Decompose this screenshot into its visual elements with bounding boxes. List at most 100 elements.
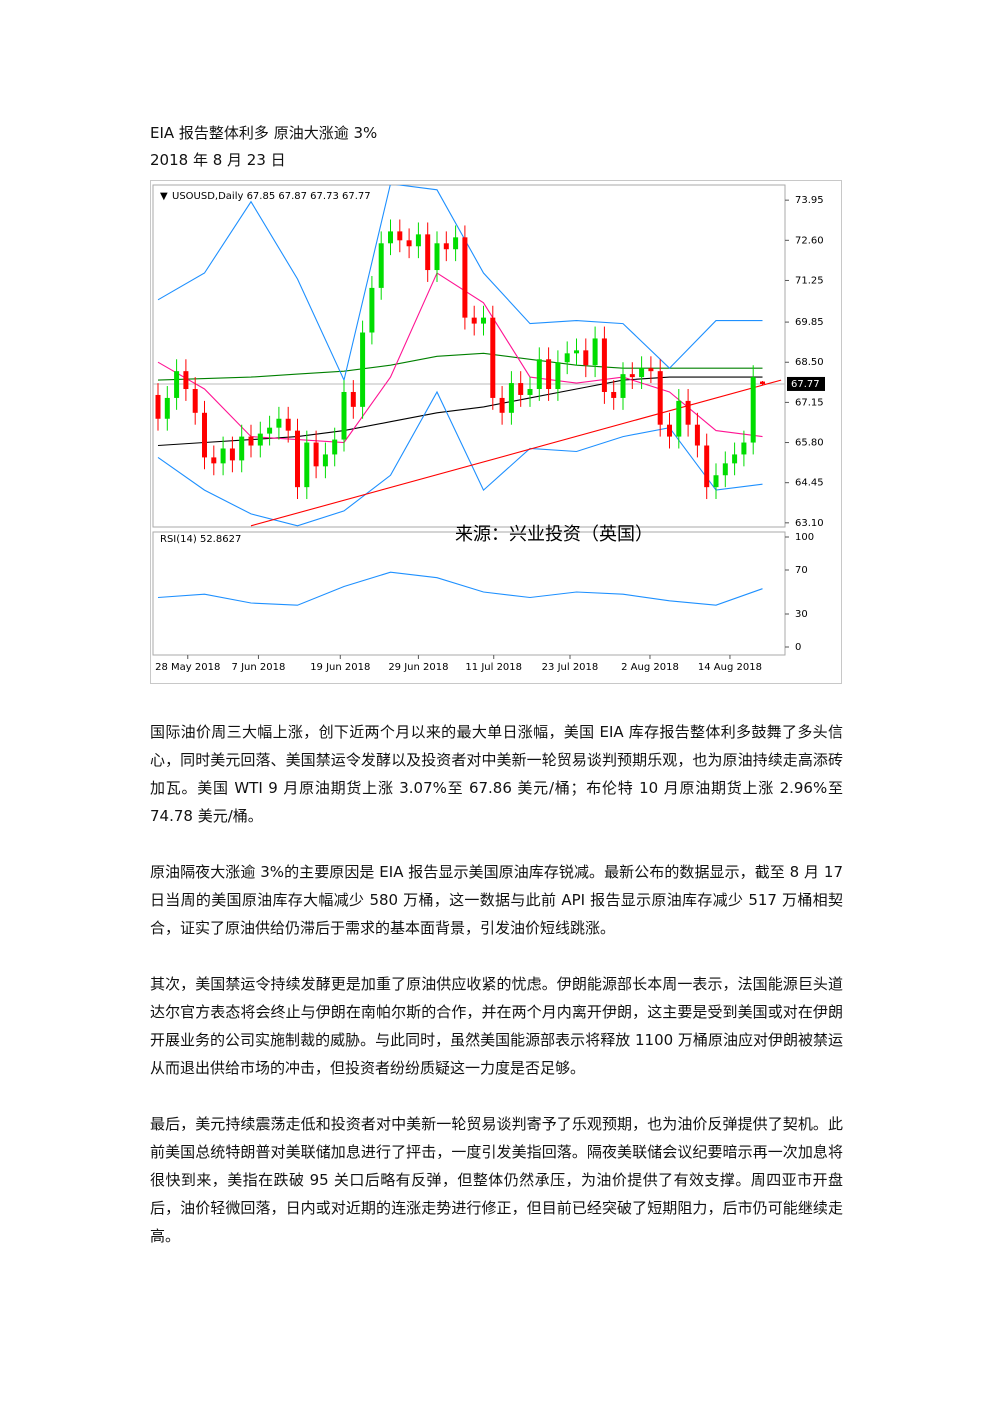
candle-body xyxy=(443,243,449,250)
candle-body xyxy=(732,454,738,464)
rsi-plot xyxy=(157,571,763,606)
candle-body xyxy=(174,371,180,398)
candle-body xyxy=(750,377,756,443)
last-price-box xyxy=(787,376,825,391)
last-price-label: 67.77 xyxy=(791,379,820,390)
candle-body xyxy=(267,427,273,434)
rsi-tick-label: 0 xyxy=(795,642,801,653)
candle-body xyxy=(313,442,319,467)
y-tick-label: 64.45 xyxy=(795,478,824,489)
candle-body xyxy=(229,448,235,461)
candle-body xyxy=(332,439,338,455)
candle-body xyxy=(350,391,356,407)
candle-body xyxy=(248,436,254,446)
rsi-line xyxy=(157,571,763,606)
candle-body xyxy=(639,368,645,378)
y-tick-label: 71.25 xyxy=(795,275,824,286)
candle-body xyxy=(434,243,440,271)
candle-body xyxy=(183,371,189,390)
y-tick-label: 63.10 xyxy=(795,518,824,529)
candle-body xyxy=(499,397,505,413)
candle-body xyxy=(276,418,282,428)
candle-body xyxy=(620,374,626,398)
paragraph: 最后，美元持续震荡走低和投资者对中美新一轮贸易谈判寄予了乐观预期，也为油价反弹提… xyxy=(150,1115,843,1245)
candle-body xyxy=(471,317,477,324)
candle-body xyxy=(211,457,217,464)
candle-body xyxy=(341,391,347,440)
candle-body xyxy=(527,389,533,395)
candle-body xyxy=(322,454,328,467)
candle-body xyxy=(388,231,393,244)
x-tick-label: 23 Jul 2018 xyxy=(542,662,599,673)
y-tick-label: 73.95 xyxy=(795,195,824,206)
rsi-label: RSI(14) 52.8627 xyxy=(160,534,241,545)
candle-body xyxy=(490,317,496,398)
y-tick-label: 68.50 xyxy=(795,357,824,368)
candle-body xyxy=(629,374,635,378)
rsi-tick-label: 100 xyxy=(795,532,814,543)
candle-body xyxy=(155,394,161,419)
rsi-tick-label: 30 xyxy=(795,609,808,620)
candle-body xyxy=(676,400,682,437)
candle-body xyxy=(722,463,728,476)
candle-body xyxy=(257,433,263,446)
candle-body xyxy=(546,359,552,390)
candle-body xyxy=(239,436,245,461)
y-tick-label: 65.80 xyxy=(795,438,824,449)
x-tick-label: 29 Jun 2018 xyxy=(388,662,448,673)
indicator-line xyxy=(250,379,782,527)
candle-body xyxy=(397,231,403,241)
y-tick-label: 72.60 xyxy=(795,235,824,246)
candle-body xyxy=(164,397,170,419)
candle-body xyxy=(202,412,207,458)
indicator-line xyxy=(157,390,763,527)
candle-body xyxy=(583,350,589,366)
candle-body xyxy=(601,338,607,392)
candle-body xyxy=(360,332,366,407)
indicator-line xyxy=(157,352,763,381)
rsi-tick-label: 70 xyxy=(795,565,808,576)
candle-body xyxy=(462,237,468,318)
candle-body xyxy=(415,234,421,247)
annotation: 来源：兴业投资（英国） xyxy=(455,524,653,545)
candle-body xyxy=(425,234,431,271)
candle-body xyxy=(285,418,291,431)
candle-body xyxy=(406,240,412,247)
body-text: 国际油价周三大幅上涨，创下近两个月以来的最大单日涨幅，美国 EIA 库存报告整体… xyxy=(150,718,843,1278)
x-tick-label: 11 Jul 2018 xyxy=(465,662,522,673)
candle-body xyxy=(369,287,375,333)
y-tick-label: 67.15 xyxy=(795,397,824,408)
candle-body xyxy=(564,353,570,363)
x-tick-label: 19 Jun 2018 xyxy=(310,662,370,673)
candle-body xyxy=(667,424,672,437)
x-tick-label: 2 Aug 2018 xyxy=(621,662,679,673)
paragraph: 原油隔夜大涨逾 3%的主要原因是 EIA 报告显示美国原油库存锐减。最新公布的数… xyxy=(150,863,843,937)
date: 2018 年 8 月 23 日 xyxy=(150,151,286,169)
triangle: ▼ xyxy=(160,191,168,202)
symbol-label: USOUSD,Daily 67.85 67.87 67.73 67.77 xyxy=(172,191,371,202)
title: EIA 报告整体利多 原油大涨逾 3% xyxy=(150,124,378,142)
x-tick-label: 14 Aug 2018 xyxy=(698,662,762,673)
candle-body xyxy=(555,362,561,390)
candle-body xyxy=(694,424,700,446)
rsi-panel xyxy=(152,531,786,656)
candle-body xyxy=(657,371,663,425)
indicator-line xyxy=(157,185,763,382)
chart: ▼ USOUSD,Daily 67.85 67.87 67.73 67.77 R… xyxy=(150,180,842,684)
x-tick-label: 28 May 2018 xyxy=(155,662,220,673)
candle-body xyxy=(648,368,654,372)
candle-body xyxy=(508,383,514,413)
candle-body xyxy=(536,359,542,390)
candle-body xyxy=(518,383,524,395)
candle-body xyxy=(685,400,691,425)
paragraph: 国际油价周三大幅上涨，创下近两个月以来的最大单日涨幅，美国 EIA 库存报告整体… xyxy=(150,723,843,825)
candle-body xyxy=(704,445,710,488)
candle-body xyxy=(713,475,719,488)
candle-body xyxy=(760,381,765,384)
y-tick-label: 69.85 xyxy=(795,317,824,328)
candle-body xyxy=(453,237,459,250)
candle-body xyxy=(592,338,598,366)
paragraph: 其次，美国禁运令持续发酵更是加重了原油供应收紧的忧虑。伊朗能源部长本周一表示，法… xyxy=(150,975,843,1077)
chart-frame xyxy=(150,180,842,684)
